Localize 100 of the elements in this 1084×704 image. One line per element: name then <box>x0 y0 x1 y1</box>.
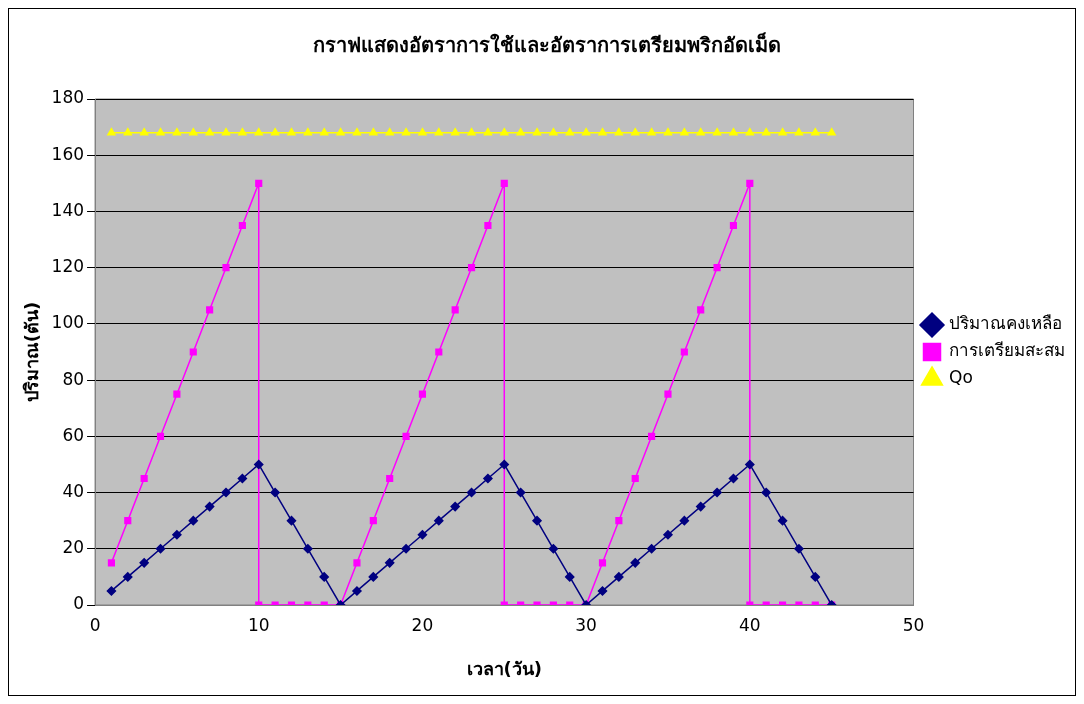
point <box>319 572 329 582</box>
point <box>614 127 624 136</box>
point <box>827 127 836 136</box>
point <box>434 127 444 136</box>
y-tick-label: 120 <box>51 256 85 277</box>
point <box>204 501 215 512</box>
x-tick-label: 10 <box>247 614 270 635</box>
point <box>221 127 231 136</box>
point <box>320 127 329 136</box>
point <box>173 390 181 398</box>
point <box>484 221 492 230</box>
y-tick-label: 80 <box>62 368 85 389</box>
y-axis-title: ปริมาณ(ตัน) <box>21 301 43 403</box>
x-tick-label: 50 <box>902 614 925 635</box>
point <box>238 127 247 136</box>
point <box>778 127 787 136</box>
point <box>222 264 230 272</box>
point <box>189 348 197 356</box>
point <box>483 127 493 136</box>
point <box>532 127 542 136</box>
point <box>712 487 722 498</box>
point <box>237 473 248 484</box>
point <box>728 473 739 484</box>
point <box>630 558 640 568</box>
point <box>811 127 820 136</box>
x-tick-label: 0 <box>89 614 101 635</box>
point <box>107 127 116 136</box>
point <box>648 432 656 440</box>
point <box>614 572 624 582</box>
point <box>254 127 263 136</box>
point <box>106 586 117 596</box>
point <box>663 529 673 540</box>
point <box>500 127 509 136</box>
point <box>549 127 558 136</box>
chart-title: กราฟแสดงอัตราการใช้และอัตราการเตรียมพริกอัดเม็ด <box>313 32 781 58</box>
point <box>712 127 722 136</box>
point <box>123 127 132 136</box>
point <box>206 306 214 314</box>
point <box>777 515 788 526</box>
y-tick-label: 140 <box>51 199 85 220</box>
y-tick-label: 100 <box>51 312 85 333</box>
point <box>548 544 559 554</box>
point <box>238 221 246 230</box>
point <box>155 544 166 554</box>
point <box>205 127 214 136</box>
point <box>532 515 542 526</box>
x-tick-label: 40 <box>738 614 761 635</box>
point <box>450 127 460 136</box>
point <box>663 127 673 136</box>
point <box>368 572 379 582</box>
point <box>467 127 476 136</box>
point <box>139 558 149 568</box>
point <box>303 544 313 554</box>
point <box>515 487 526 498</box>
legend-label: Qo <box>949 367 973 388</box>
point <box>286 515 297 526</box>
y-tick-label: 160 <box>51 143 85 164</box>
point <box>647 127 656 136</box>
point <box>434 515 444 526</box>
point <box>794 127 804 136</box>
point <box>172 529 182 540</box>
point <box>352 127 362 136</box>
point <box>188 515 199 526</box>
point <box>270 487 280 498</box>
point <box>401 544 411 554</box>
point <box>467 264 476 272</box>
point <box>369 127 378 136</box>
point <box>713 264 721 272</box>
point <box>631 474 639 483</box>
point <box>418 127 427 136</box>
point <box>189 127 198 136</box>
point <box>466 487 477 498</box>
point <box>450 501 460 512</box>
point <box>761 487 771 498</box>
point <box>417 529 428 540</box>
point <box>696 127 705 136</box>
point <box>516 127 525 136</box>
point <box>729 127 738 136</box>
point <box>435 348 443 356</box>
point <box>794 544 804 554</box>
point <box>336 127 345 136</box>
point <box>697 306 705 314</box>
point <box>253 459 264 470</box>
point <box>499 459 510 470</box>
point <box>172 127 182 136</box>
point <box>386 474 394 483</box>
y-tick-label: 60 <box>62 424 85 445</box>
point <box>451 306 459 314</box>
legend-label: การเตรียมสะสม <box>949 340 1065 361</box>
x-tick-label: 20 <box>411 614 434 635</box>
point <box>353 559 361 567</box>
point <box>679 515 690 526</box>
x-axis-title: เวลา(วัน) <box>466 657 542 679</box>
point <box>565 572 575 582</box>
x-tick-label: 30 <box>575 614 597 635</box>
point <box>745 127 755 136</box>
point <box>680 127 689 136</box>
point <box>745 459 755 470</box>
point <box>255 179 263 187</box>
point <box>597 586 608 596</box>
